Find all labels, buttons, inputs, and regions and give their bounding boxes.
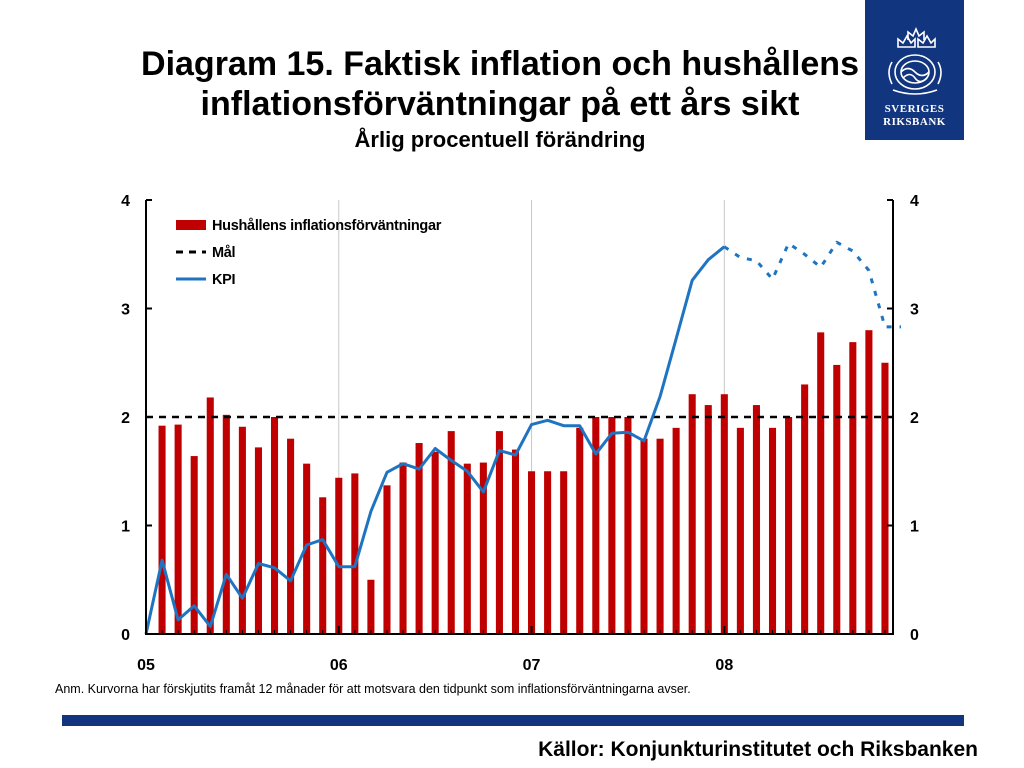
x-tick-label: 08 <box>715 657 733 674</box>
bar <box>383 485 391 634</box>
kpi-line <box>144 245 726 635</box>
bar <box>431 451 439 634</box>
y-tick-label-right: 2 <box>910 410 919 427</box>
bar <box>752 405 760 634</box>
bar <box>608 417 616 634</box>
bar <box>254 447 262 634</box>
axis-layer: 0 0 1 1 2 2 3 3 4 4 05 06 07 08 <box>121 193 919 674</box>
bar <box>238 426 246 634</box>
y-tick-label-right: 0 <box>910 627 919 644</box>
y-tick-label-right: 3 <box>910 302 919 319</box>
bar <box>817 332 825 634</box>
kpi-forecast-line <box>723 240 901 329</box>
bar <box>833 364 841 634</box>
bar <box>303 463 311 634</box>
y-tick-label-left: 1 <box>121 519 130 536</box>
bar <box>190 456 198 634</box>
bar <box>801 384 809 634</box>
bar <box>624 417 632 634</box>
chart-subtitle: Årlig procentuell förändring <box>354 127 646 152</box>
legend: Hushållens inflationsförväntningar Mål KPI <box>176 218 442 288</box>
bar <box>270 417 279 634</box>
bar <box>768 427 777 634</box>
bar <box>463 463 471 634</box>
legend-swatch-bars <box>176 220 206 230</box>
bar <box>206 397 214 634</box>
bar <box>511 449 520 634</box>
bar <box>736 427 744 634</box>
crown-emblem-icon <box>888 26 942 95</box>
bar <box>495 431 503 634</box>
chart-title: Diagram 15. Faktisk inflation och hushål… <box>60 44 940 124</box>
bar <box>528 471 536 634</box>
footer-bar <box>62 715 964 726</box>
x-tick-label: 05 <box>137 657 155 674</box>
y-tick-label-left: 2 <box>121 410 130 427</box>
bar <box>158 425 166 634</box>
legend-label: KPI <box>212 272 236 288</box>
logo-text-line2: RIKSBANK <box>883 116 946 128</box>
legend-label: Hushållens inflationsförväntningar <box>212 218 442 234</box>
bar <box>222 414 230 634</box>
x-tick-label: 06 <box>330 657 348 674</box>
bar <box>688 394 696 634</box>
y-tick-label-right: 1 <box>910 519 919 536</box>
bars-layer <box>158 330 889 634</box>
bar <box>881 362 889 634</box>
title-line-1: Diagram 15. Faktisk inflation och hushål… <box>141 45 859 83</box>
bar <box>560 471 568 634</box>
bar <box>319 497 327 634</box>
y-tick-label-left: 0 <box>121 627 130 644</box>
bar <box>785 417 793 634</box>
riksbank-logo: SVERIGES RIKSBANK <box>865 0 964 140</box>
bar <box>479 462 487 634</box>
x-tick-label: 07 <box>523 657 541 674</box>
y-tick-label-left: 3 <box>121 302 130 319</box>
bar <box>351 473 359 634</box>
bar <box>174 424 182 634</box>
bar <box>849 342 857 634</box>
bar <box>640 438 648 634</box>
logo-text-line1: SVERIGES <box>884 103 945 115</box>
y-tick-label-right: 4 <box>910 193 919 210</box>
bar <box>287 438 295 634</box>
title-line-2: inflationsförväntningar på ett års sikt <box>200 85 800 123</box>
legend-label: Mål <box>212 245 235 261</box>
bar <box>656 438 664 634</box>
bar <box>335 477 343 634</box>
bar <box>447 431 455 634</box>
bar <box>672 427 680 634</box>
bar <box>399 462 407 634</box>
bar <box>592 417 600 634</box>
line-layer <box>144 240 901 635</box>
y-tick-label-left: 4 <box>121 193 130 210</box>
bar <box>720 394 728 634</box>
bar <box>367 579 375 634</box>
bar <box>415 443 423 634</box>
chart-note: Anm. Kurvorna har förskjutits framåt 12 … <box>55 682 691 696</box>
sources-text: Källor: Konjunkturinstitutet och Riksban… <box>538 738 978 761</box>
bar <box>576 427 584 634</box>
bar <box>544 471 552 634</box>
bar <box>865 330 873 634</box>
bar <box>704 405 712 634</box>
